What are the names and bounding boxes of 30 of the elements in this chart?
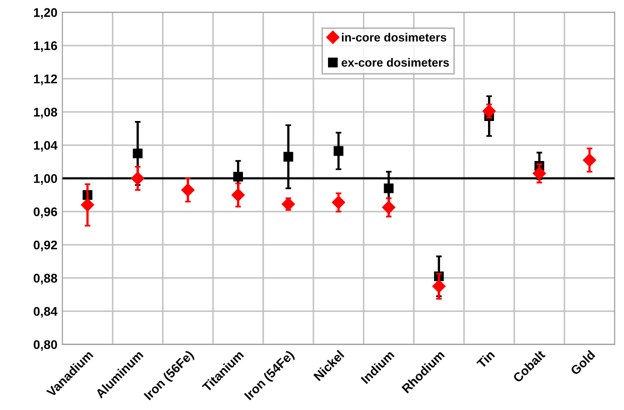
y-tick-label: 0,92 — [34, 240, 58, 252]
point — [384, 183, 394, 194]
point — [181, 183, 194, 197]
y-tick-label: 1,08 — [34, 108, 58, 118]
y-tick-label: 0,80 — [34, 340, 58, 351]
x-tick-label: Tin — [476, 350, 495, 369]
y-tick-label: 0,84 — [34, 306, 58, 318]
point — [232, 188, 245, 202]
point — [282, 198, 295, 211]
point — [80, 198, 94, 212]
y-tick-label: 0,88 — [34, 274, 58, 284]
y-tick-label: 0,96 — [34, 207, 58, 218]
point — [334, 146, 344, 156]
y-tick-label: 1,12 — [34, 74, 58, 86]
point — [132, 148, 143, 158]
point — [382, 200, 396, 214]
point — [233, 172, 243, 182]
y-tick-label: 1,00 — [34, 174, 58, 185]
point — [482, 104, 496, 118]
point — [283, 152, 294, 162]
y-tick-label: 1,20 — [34, 8, 58, 19]
point — [131, 172, 144, 185]
point — [582, 153, 596, 167]
y-tick-label: 1,04 — [34, 140, 58, 152]
legend-label: in-core dosimeters — [342, 32, 446, 42]
point — [532, 166, 546, 180]
legend-label: ex-core dosimeters — [342, 58, 449, 67]
y-tick-label: 1,16 — [34, 41, 58, 52]
point — [332, 196, 346, 210]
point — [432, 280, 446, 293]
